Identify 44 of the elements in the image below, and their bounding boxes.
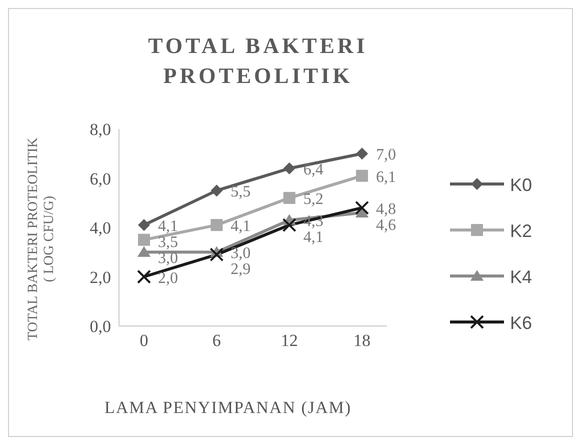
data-label: 7,0 — [376, 146, 396, 164]
point — [210, 248, 224, 262]
x-tick-label: 12 — [280, 331, 298, 350]
point — [210, 184, 223, 197]
y-tick-label: 0,0 — [90, 317, 111, 336]
data-label: 3,5 — [158, 234, 178, 252]
legend-label: K4 — [510, 267, 532, 287]
x-tick-label: 0 — [140, 331, 148, 350]
data-label: 3,0 — [230, 245, 251, 262]
x-tick-label: 18 — [354, 331, 370, 350]
data-label: 4,6 — [376, 216, 396, 234]
data-label: 6,4 — [303, 161, 324, 178]
point — [356, 148, 368, 160]
data-label: 2,9 — [230, 261, 251, 278]
point — [355, 200, 369, 215]
y-tick-label: 6,0 — [90, 169, 111, 188]
legend-label: K0 — [510, 175, 532, 195]
point — [137, 270, 151, 284]
data-label: 4,8 — [376, 200, 396, 218]
chart-title: TOTAL BAKTERI PROTEOLITIK — [147, 32, 369, 90]
point — [137, 246, 151, 257]
data-label: 4,1 — [230, 218, 251, 236]
data-label: 6,1 — [376, 168, 396, 186]
y-tick-label: 2,0 — [90, 268, 111, 287]
point — [356, 170, 368, 182]
y-tick-label: 4,0 — [90, 218, 111, 238]
legend-label: K2 — [510, 221, 532, 241]
legend-label: K6 — [510, 313, 532, 333]
data-label: 5,5 — [230, 184, 251, 201]
point — [282, 218, 296, 232]
y-axis-title: TOTAL BAKTERI PROTEOLITIK ( LOG CFU/G) — [26, 138, 57, 340]
point — [210, 219, 223, 232]
data-label: 3,0 — [158, 250, 178, 268]
data-label: 2,0 — [158, 270, 178, 287]
data-label: 4,1 — [303, 229, 324, 246]
point — [283, 162, 296, 174]
data-label: 4,1 — [158, 218, 178, 236]
x-tick-label: 6 — [212, 331, 221, 350]
point — [138, 219, 150, 232]
point — [283, 192, 296, 204]
point — [138, 234, 150, 246]
data-label: 5,2 — [303, 190, 324, 208]
x-axis-title: LAMA PENYIMPANAN (JAM) — [103, 398, 353, 418]
y-tick-label: 8,0 — [90, 120, 111, 140]
